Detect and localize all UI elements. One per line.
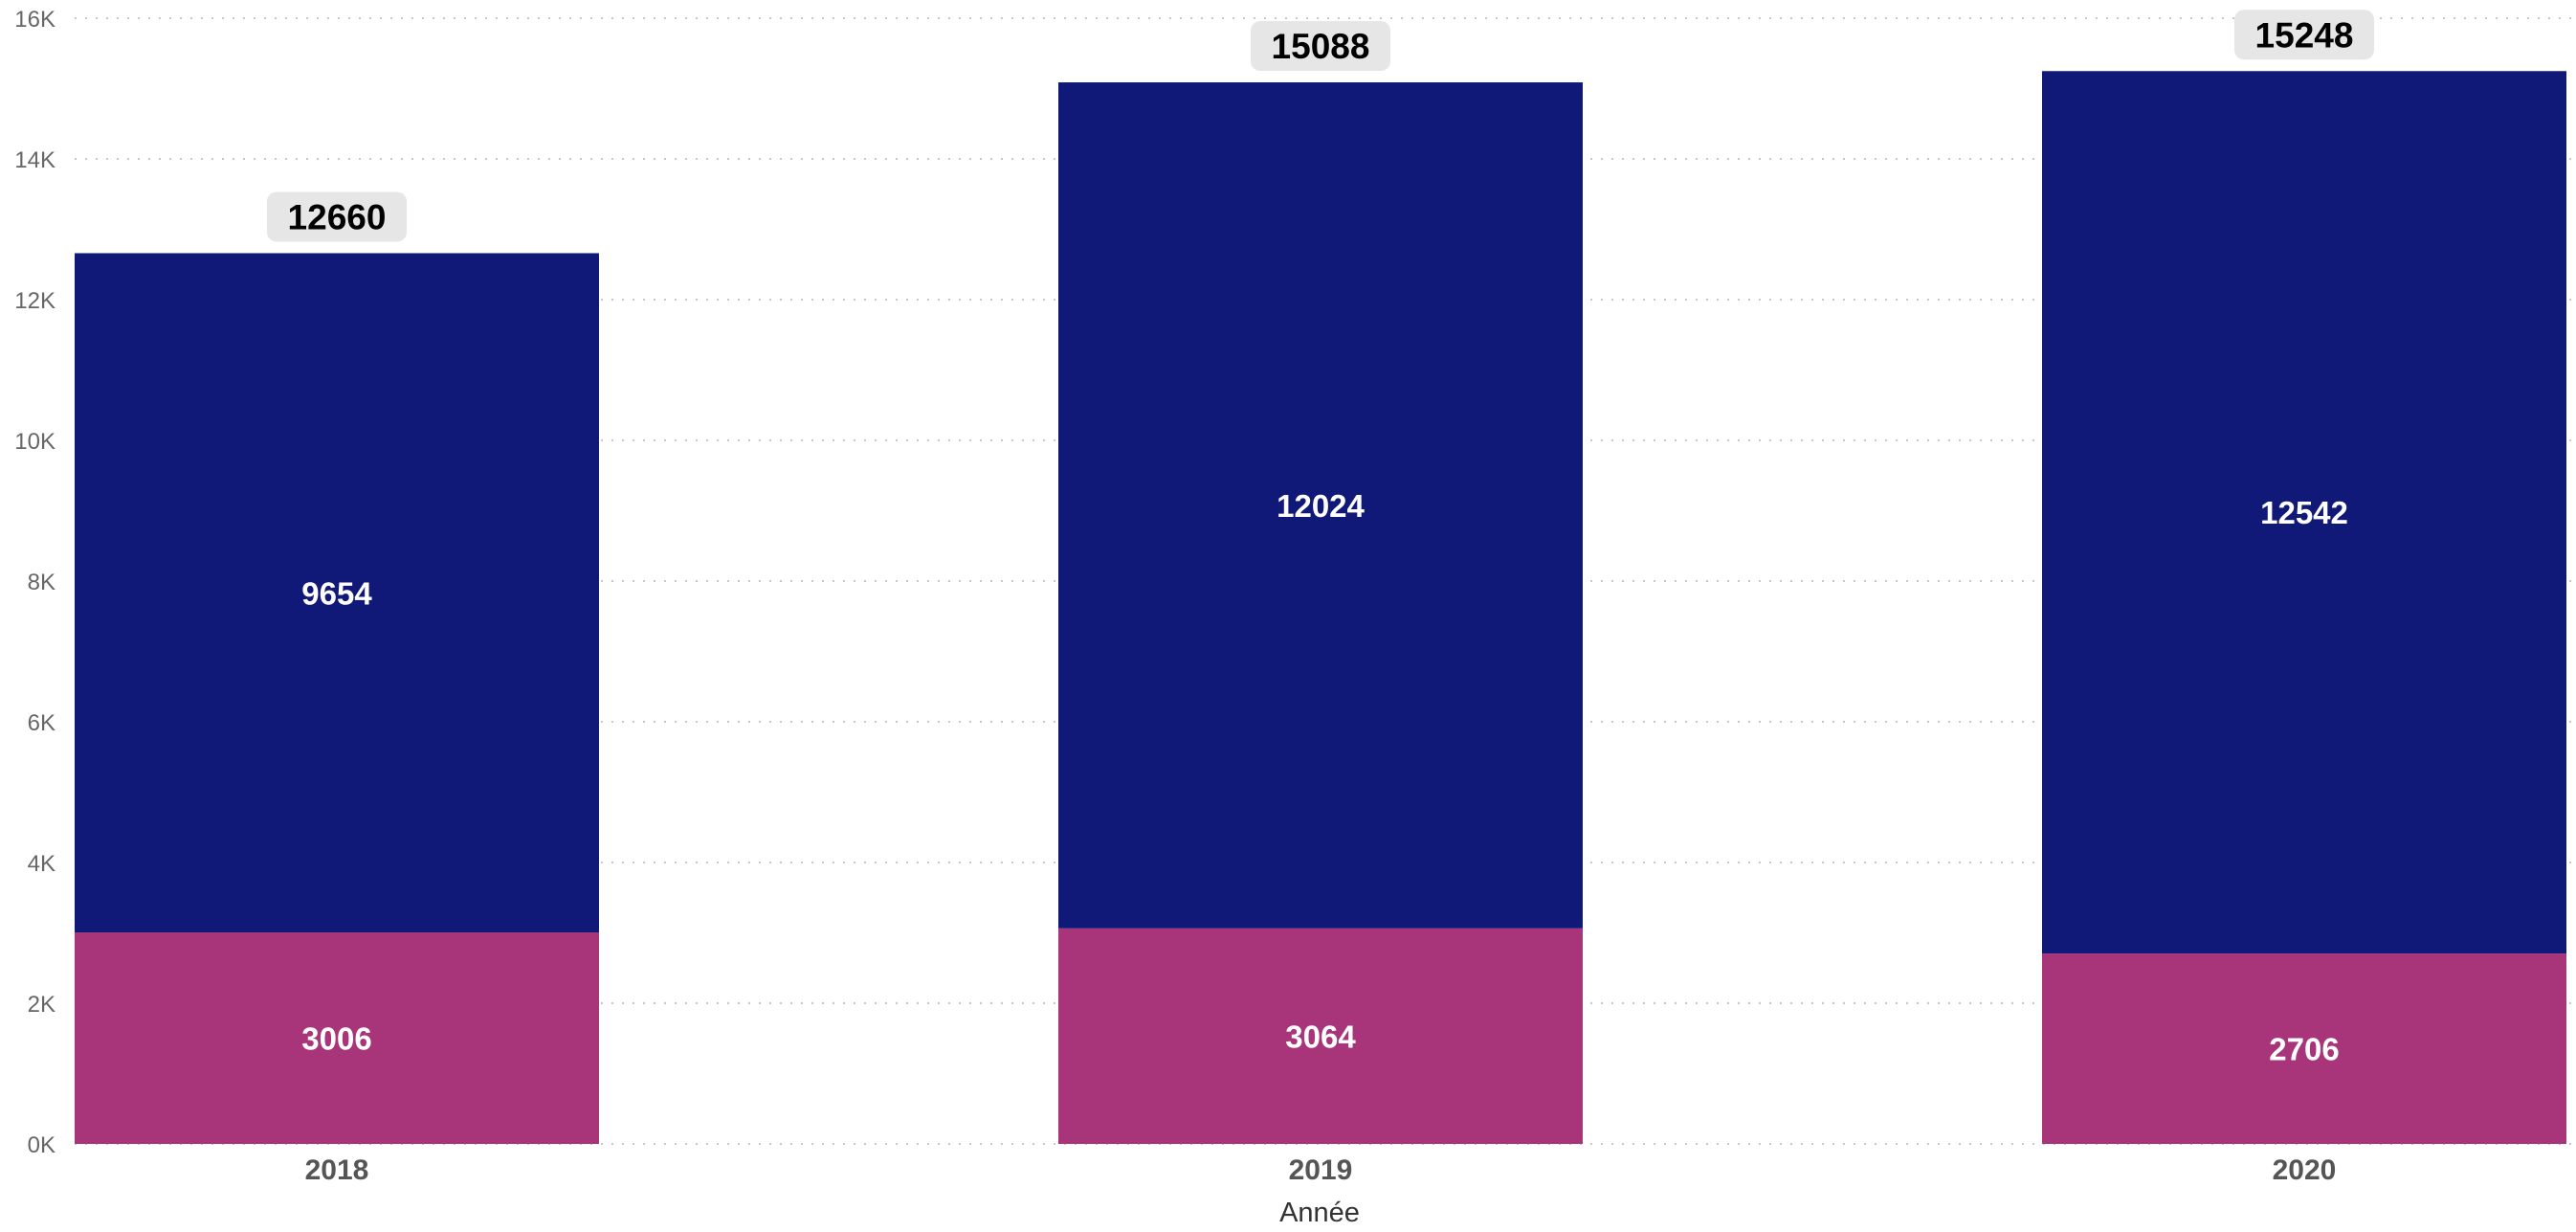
labels-layer: 0K 2K 4K 6K 8K 10K 12K 14K 16K 3006 9654 12660 2018 3… xyxy=(14,7,2374,1186)
y-tick-label: 14K xyxy=(14,147,56,173)
y-tick-label: 4K xyxy=(28,851,56,877)
total-value-label: 15248 xyxy=(2255,15,2354,55)
y-tick-label: 16K xyxy=(14,7,56,33)
bar-segment xyxy=(2042,71,2566,954)
y-tick-label: 0K xyxy=(28,1132,56,1158)
segment-value-label: 12024 xyxy=(1277,488,1365,524)
y-tick-label: 8K xyxy=(28,570,56,595)
total-label-background xyxy=(267,191,407,242)
y-tick-label: 2K xyxy=(28,992,56,1018)
segment-value-label: 3006 xyxy=(301,1021,371,1057)
bar-segment xyxy=(1058,928,1583,1144)
y-tick-label: 12K xyxy=(14,288,56,314)
y-tick-label: 10K xyxy=(14,429,56,455)
segment-value-label: 3064 xyxy=(1285,1019,1356,1054)
total-label-background xyxy=(1251,21,1390,72)
segment-value-label: 2706 xyxy=(2269,1032,2339,1067)
total-value-label: 12660 xyxy=(288,197,387,236)
bar-segment xyxy=(1058,82,1583,929)
bar-segment xyxy=(75,253,599,933)
x-tick-label: 2020 xyxy=(2273,1154,2337,1186)
total-label-background xyxy=(2234,10,2374,60)
segment-value-label: 12542 xyxy=(2260,495,2348,530)
x-tick-label: 2019 xyxy=(1289,1154,1353,1186)
segment-value-label: 9654 xyxy=(301,575,372,611)
y-tick-label: 6K xyxy=(28,710,56,736)
bars-layer xyxy=(75,71,2566,1144)
total-value-label: 15088 xyxy=(1272,27,1370,66)
bar-segment xyxy=(2042,953,2566,1144)
x-tick-label: 2018 xyxy=(305,1154,369,1186)
bar-segment xyxy=(75,932,599,1144)
x-axis-title: Année xyxy=(1279,1198,1360,1227)
